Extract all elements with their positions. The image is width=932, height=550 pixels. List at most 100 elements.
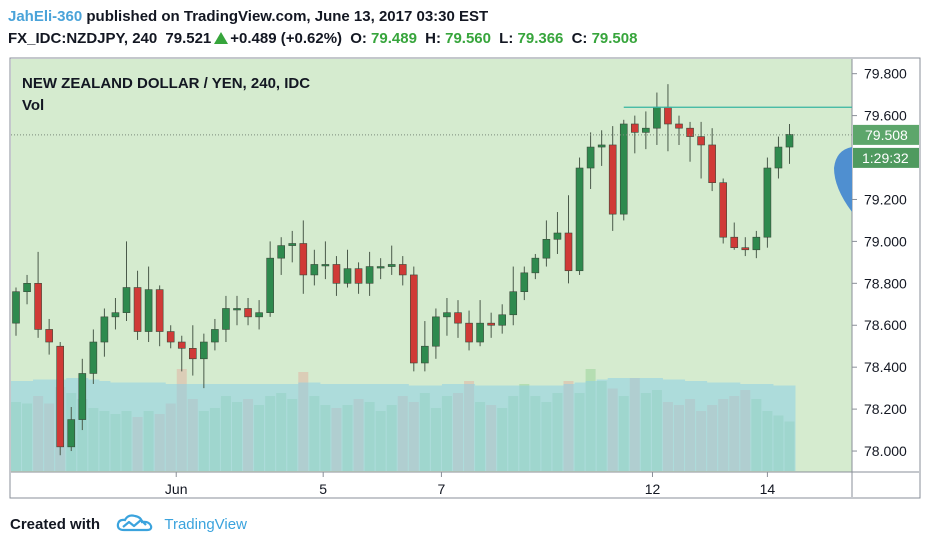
candle-body-down <box>56 345 65 448</box>
price-tick-label: 78.600 <box>864 317 907 333</box>
candle-body-up <box>222 308 230 330</box>
candle-body-down <box>686 127 694 137</box>
candle-body-up <box>498 314 507 326</box>
price-tick-label: 79.800 <box>864 66 907 82</box>
candle <box>100 308 109 357</box>
author-link[interactable]: JahEli-360 <box>8 8 83 25</box>
candle-body-up <box>586 146 595 169</box>
candle-body-up <box>144 289 153 332</box>
tradingview-cloud-icon <box>116 514 153 532</box>
candle <box>299 220 308 294</box>
candle <box>78 358 87 431</box>
candle-body-up <box>200 341 208 360</box>
candle <box>45 318 53 355</box>
candle <box>454 300 462 338</box>
candle <box>575 157 584 275</box>
candle-body-down <box>487 322 495 326</box>
close-label: C: <box>571 30 588 47</box>
candle-body-up <box>67 419 76 448</box>
candle-body-down <box>608 144 617 215</box>
bar-timer-badge <box>853 147 919 168</box>
candle-body-down <box>730 236 739 248</box>
candle-body-up <box>542 238 551 259</box>
candle <box>387 245 396 275</box>
candle <box>200 333 208 389</box>
last-price: 79.521 <box>165 30 212 47</box>
volume-layer <box>11 369 796 471</box>
candle <box>365 251 374 296</box>
candle-body-down <box>155 289 164 332</box>
candle-body-up <box>376 266 385 269</box>
publish-line: JahEli-360 published on TradingView.com,… <box>8 6 928 28</box>
low-label: L: <box>499 30 514 47</box>
time-tick-label: 14 <box>760 481 776 497</box>
candle <box>376 258 385 280</box>
candle <box>476 300 484 347</box>
candle-body-up <box>509 291 518 316</box>
bar-timer-label: 1:29:32 <box>862 150 909 166</box>
candle <box>310 249 319 286</box>
candle-body-up <box>752 236 761 251</box>
price-axis[interactable]: 78.000 78.200 78.400 78.600 78.800 79.000 79.2… <box>852 66 919 459</box>
candle <box>255 300 263 330</box>
blue-shape-drawing[interactable] <box>834 147 852 212</box>
candle-body-up <box>100 316 109 343</box>
candle-body-up <box>642 127 650 133</box>
candle-body-up <box>531 257 540 274</box>
price-tick-label: 79.000 <box>864 233 907 249</box>
price-tick-label: 78.200 <box>864 401 907 417</box>
candle-body-up <box>476 322 484 343</box>
candle <box>520 266 529 301</box>
candle-body-down <box>719 182 728 238</box>
candle-body-up <box>763 167 772 238</box>
candle-body-up <box>288 243 297 246</box>
candle-body-up <box>343 268 352 284</box>
candle <box>465 310 473 351</box>
candle-body-up <box>12 291 20 324</box>
candle-body-down <box>664 106 672 125</box>
candle <box>785 123 794 164</box>
candle-body-down <box>189 348 197 360</box>
candle-body-down <box>697 136 705 146</box>
symbol-line: FX_IDC:NZDJPY, 240 79.521 +0.489 (+0.62%)… <box>8 28 928 50</box>
candle-body-up <box>520 272 529 293</box>
high-label: H: <box>425 30 441 47</box>
candle-body-down <box>45 329 53 343</box>
candle <box>564 195 573 284</box>
candle-body-up <box>653 106 661 129</box>
candle <box>288 230 297 263</box>
candle-body-up <box>321 264 330 267</box>
candle-body-up <box>78 373 87 420</box>
candle-body-up <box>553 232 562 240</box>
price-tick-label: 78.400 <box>864 359 907 375</box>
price-tick-label: 79.200 <box>864 191 907 207</box>
candle <box>332 256 341 296</box>
candle <box>244 297 252 326</box>
candle <box>630 115 639 154</box>
candle-body-down <box>354 268 363 284</box>
candle <box>509 266 518 326</box>
candle <box>730 222 739 250</box>
candle <box>233 295 241 326</box>
created-with-text: Created with <box>10 516 101 533</box>
candle <box>741 237 750 257</box>
candle-body-up <box>432 316 440 347</box>
candle <box>266 241 274 317</box>
candle <box>553 212 562 254</box>
time-axis[interactable]: Jun 5 7 12 14 <box>165 472 775 497</box>
open-label: O: <box>350 30 367 47</box>
candle <box>443 297 451 336</box>
tradingview-link[interactable]: TradingView <box>164 516 247 533</box>
chart-header: JahEli-360 published on TradingView.com,… <box>8 6 928 50</box>
candle-body-up <box>421 345 429 364</box>
candle <box>343 249 352 288</box>
candle <box>752 230 761 259</box>
candle <box>122 241 131 322</box>
candle-body-down <box>34 283 42 330</box>
candle-body-up <box>310 264 319 276</box>
candle <box>774 136 783 179</box>
candle-body-down <box>299 243 308 276</box>
price-chart[interactable]: 78.000 78.200 78.400 78.600 78.800 79.000 79.2… <box>0 0 932 505</box>
candle-body-down <box>630 123 639 133</box>
candles-layer <box>12 84 794 456</box>
